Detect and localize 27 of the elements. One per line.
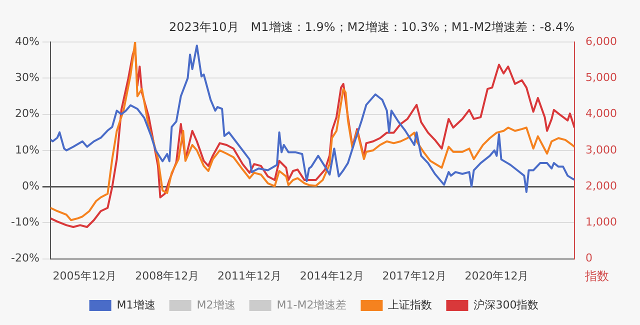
x-tick-label: 2017年12月 (382, 269, 446, 282)
y-tick-label: 40% (14, 34, 40, 48)
chart-title: 2023年10月 M1增速：1.9%；M2增速：10.3%；M1-M2增速差：-8.4% (168, 20, 575, 34)
y-tick-label: -20% (10, 252, 40, 265)
x-tick-label: 2014年12月 (300, 269, 364, 282)
legend-label: M2增速 (196, 298, 236, 312)
y2-tick-label: 4,000 (586, 107, 618, 120)
legend-label: 上证指数 (388, 298, 432, 312)
y2-tick-label: 2,000 (586, 179, 618, 192)
y2-tick-label: 1,000 (586, 216, 618, 229)
y-tick-label: 0% (22, 179, 40, 192)
x-tick-label: 2020年12月 (464, 269, 529, 282)
y2-tick-label: 5,000 (586, 70, 618, 84)
y2-tick-label: 3,000 (586, 143, 618, 156)
y2-axis-title: 指数 (584, 268, 609, 283)
legend-label: M1-M2增速差 (276, 298, 347, 312)
y2-tick-label: 6,000 (586, 34, 618, 48)
x-tick-label: 2011年12月 (218, 269, 282, 282)
x-tick-label: 2008年12月 (135, 269, 200, 282)
legend-label: 沪深300指数 (474, 298, 539, 312)
y-tick-label: 20% (14, 107, 40, 120)
x-tick-label: 2005年12月 (52, 269, 117, 282)
y-tick-label: -10% (10, 216, 40, 229)
legend-label: M1增速 (116, 298, 156, 312)
y-tick-label: 10% (14, 143, 40, 156)
y2-tick-label: 0 (586, 252, 593, 265)
y-tick-label: 30% (14, 70, 40, 84)
